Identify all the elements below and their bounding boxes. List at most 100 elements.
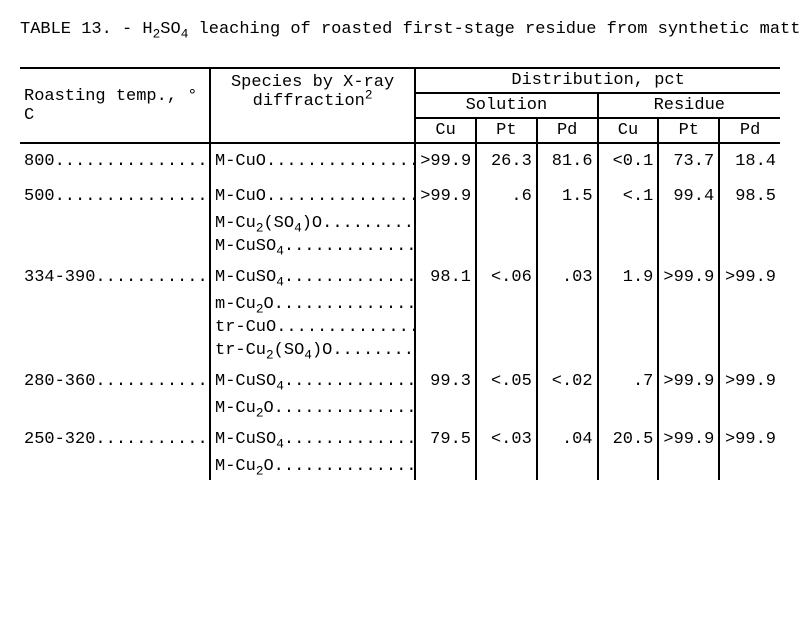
cell-sol-pt [476, 457, 537, 480]
cell-res-pt [658, 457, 719, 480]
cell-sol-pt: <.03 [476, 422, 537, 457]
cell-res-pd [719, 295, 780, 318]
cell-sol-pt [476, 295, 537, 318]
cell-res-cu [598, 341, 659, 364]
table-row: m-Cu2O [20, 295, 780, 318]
cell-sol-cu: 79.5 [415, 422, 476, 457]
cell-res-pt [658, 237, 719, 260]
cell-sol-pd: .04 [537, 422, 598, 457]
cell-sol-cu [415, 457, 476, 480]
table-row: M-Cu2O [20, 399, 780, 422]
cell-res-pd [719, 318, 780, 341]
cell-temp [20, 399, 210, 422]
cell-res-cu: <.1 [598, 179, 659, 214]
data-table: Roasting temp., ° C Species by X-ray dif… [20, 67, 780, 480]
cell-res-pt [658, 399, 719, 422]
cell-res-cu: <0.1 [598, 143, 659, 179]
cell-res-cu: .7 [598, 364, 659, 399]
cell-temp: 334-390 [20, 260, 210, 295]
cell-res-pt: 99.4 [658, 179, 719, 214]
cell-sol-cu: >99.9 [415, 143, 476, 179]
cell-res-pd [719, 399, 780, 422]
table-row: M-Cu2(SO4)O [20, 214, 780, 237]
cell-res-cu [598, 399, 659, 422]
cell-species: M-CuO [210, 143, 415, 179]
table-row: 280-360M-CuSO499.3<.05<.02.7>99.9>99.9 [20, 364, 780, 399]
cell-res-pd [719, 341, 780, 364]
cell-res-pt [658, 295, 719, 318]
cell-res-pd [719, 214, 780, 237]
cell-sol-pt [476, 237, 537, 260]
cell-sol-cu [415, 399, 476, 422]
col-residue: Residue [598, 93, 780, 118]
cell-sol-pt: 26.3 [476, 143, 537, 179]
table-row: tr-Cu2(SO4)O [20, 341, 780, 364]
cell-res-pd: 18.4 [719, 143, 780, 179]
col-species: Species by X-ray diffraction2 [210, 68, 415, 143]
cell-sol-pd: .03 [537, 260, 598, 295]
cell-sol-pd [537, 457, 598, 480]
cell-res-pt: 73.7 [658, 143, 719, 179]
table-row: M-Cu2O [20, 457, 780, 480]
cell-species: tr-CuO [210, 318, 415, 341]
cell-species: M-Cu2O [210, 457, 415, 480]
table-row: M-CuSO4 [20, 237, 780, 260]
col-res-pd: Pd [719, 118, 780, 143]
cell-res-cu [598, 295, 659, 318]
cell-sol-cu [415, 295, 476, 318]
col-solution: Solution [415, 93, 597, 118]
col-distribution: Distribution, pct [415, 68, 780, 93]
cell-res-cu [598, 318, 659, 341]
cell-sol-cu: 98.1 [415, 260, 476, 295]
cell-sol-pt: .6 [476, 179, 537, 214]
cell-res-pd: >99.9 [719, 422, 780, 457]
cell-temp [20, 237, 210, 260]
cell-temp: 280-360 [20, 364, 210, 399]
col-sol-pd: Pd [537, 118, 598, 143]
table-row: 334-390M-CuSO498.1<.06.031.9>99.9>99.9 [20, 260, 780, 295]
cell-species: m-Cu2O [210, 295, 415, 318]
cell-temp [20, 214, 210, 237]
cell-temp [20, 295, 210, 318]
cell-temp [20, 318, 210, 341]
cell-species: M-CuSO4 [210, 260, 415, 295]
cell-sol-pd: 1.5 [537, 179, 598, 214]
cell-sol-cu: >99.9 [415, 179, 476, 214]
col-sol-cu: Cu [415, 118, 476, 143]
cell-species: M-CuSO4 [210, 422, 415, 457]
cell-res-pd: >99.9 [719, 260, 780, 295]
cell-res-cu [598, 214, 659, 237]
cell-sol-cu [415, 318, 476, 341]
cell-temp: 800 [20, 143, 210, 179]
cell-sol-cu: 99.3 [415, 364, 476, 399]
cell-species: tr-Cu2(SO4)O [210, 341, 415, 364]
cell-sol-pd: <.02 [537, 364, 598, 399]
cell-sol-cu [415, 214, 476, 237]
cell-res-pt [658, 341, 719, 364]
cell-res-cu: 1.9 [598, 260, 659, 295]
col-roasting-temp: Roasting temp., ° C [20, 68, 210, 143]
cell-sol-cu [415, 237, 476, 260]
cell-sol-cu [415, 341, 476, 364]
table-row: tr-CuO [20, 318, 780, 341]
cell-sol-pd [537, 318, 598, 341]
cell-species: M-CuO [210, 179, 415, 214]
col-sol-pt: Pt [476, 118, 537, 143]
cell-sol-pt [476, 341, 537, 364]
cell-sol-pt: <.06 [476, 260, 537, 295]
cell-res-pd: 98.5 [719, 179, 780, 214]
cell-res-cu: 20.5 [598, 422, 659, 457]
table-row: 250-320M-CuSO479.5<.03.0420.5>99.9>99.9 [20, 422, 780, 457]
cell-sol-pt [476, 399, 537, 422]
cell-res-pt: >99.9 [658, 422, 719, 457]
cell-species: M-Cu2O [210, 399, 415, 422]
cell-species: M-CuSO4 [210, 364, 415, 399]
cell-res-cu [598, 237, 659, 260]
cell-temp [20, 341, 210, 364]
cell-temp: 250-320 [20, 422, 210, 457]
cell-sol-pt: <.05 [476, 364, 537, 399]
table-row: 800M-CuO>99.926.381.6<0.173.718.4 [20, 143, 780, 179]
col-res-cu: Cu [598, 118, 659, 143]
cell-sol-pd [537, 295, 598, 318]
cell-res-pt [658, 214, 719, 237]
